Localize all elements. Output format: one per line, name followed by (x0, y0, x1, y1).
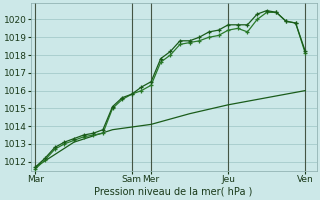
X-axis label: Pression niveau de la mer( hPa ): Pression niveau de la mer( hPa ) (94, 187, 253, 197)
